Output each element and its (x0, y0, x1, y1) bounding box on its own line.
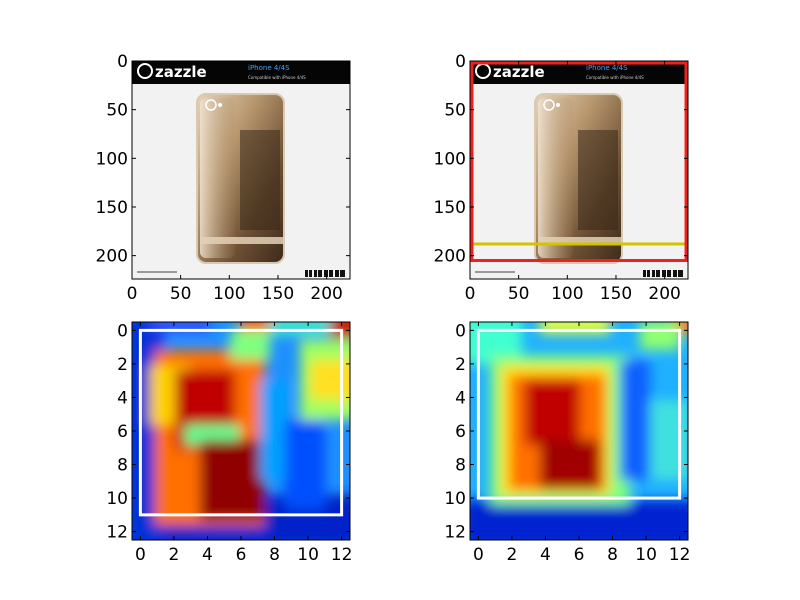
y-tick-label: 200 (434, 247, 466, 267)
y-tick-label: 0 (117, 52, 128, 72)
photo-panel-with-boxes: zazzle iPhone 4/4S Compatible with iPhon… (434, 52, 688, 304)
y-tick-label: 4 (117, 388, 128, 408)
y-tick-label: 100 (96, 149, 128, 169)
x-tick-label: 100 (213, 284, 245, 304)
x-tick-label: 6 (574, 545, 585, 565)
x-tick-label: 4 (540, 545, 551, 565)
x-tick-label: 100 (551, 284, 583, 304)
x-tick-label: 10 (297, 545, 319, 565)
barcode-icon (305, 270, 345, 277)
phone-case-highlight (538, 98, 573, 258)
y-tick-label: 4 (455, 388, 466, 408)
product-photo: zazzle iPhone 4/4S Compatible with iPhon… (132, 61, 350, 279)
y-tick-label: 10 (106, 489, 128, 509)
product-photo: zazzle iPhone 4/4S Compatible with iPhon… (470, 61, 688, 279)
x-tick-label: 2 (507, 545, 518, 565)
brand-text: zazzle (155, 63, 207, 81)
x-tick-label: 12 (331, 545, 353, 565)
phone-case-highlight (200, 98, 235, 258)
product-subtitle: Compatible with iPhone 4/4S (248, 75, 306, 80)
fine-print (475, 271, 515, 273)
camera-flash-icon (218, 103, 222, 107)
y-tick-label: 100 (434, 149, 466, 169)
x-tick-label: 8 (269, 545, 280, 565)
x-tick-label: 10 (635, 545, 657, 565)
x-tick-label: 4 (202, 545, 213, 565)
y-tick-label: 200 (96, 247, 128, 267)
product-subtitle: Compatible with iPhone 4/4S (586, 75, 644, 80)
y-tick-label: 2 (117, 355, 128, 375)
activation-heatmap (462, 314, 700, 548)
x-tick-label: 2 (169, 545, 180, 565)
x-tick-label: 0 (127, 284, 138, 304)
x-tick-label: 200 (310, 284, 342, 304)
x-tick-label: 150 (600, 284, 632, 304)
phone-case-scene (578, 130, 618, 230)
heatmap-panel-left: 0 2 4 6 8 10 12 0 2 4 6 8 10 12 (106, 314, 360, 565)
y-tick-label: 8 (455, 456, 466, 476)
y-tick-label: 6 (117, 422, 128, 442)
y-tick-label: 0 (455, 321, 466, 341)
x-tick-label: 200 (648, 284, 680, 304)
y-tick-label: 12 (106, 523, 128, 543)
y-tick-label: 10 (444, 489, 466, 509)
x-tick-label: 150 (262, 284, 294, 304)
camera-flash-icon (556, 103, 560, 107)
x-tick-label: 50 (508, 284, 530, 304)
x-tick-label: 0 (473, 545, 484, 565)
product-title: iPhone 4/4S (586, 64, 628, 72)
x-tick-label: 50 (170, 284, 192, 304)
y-tick-label: 50 (444, 101, 466, 121)
y-tick-label: 50 (106, 101, 128, 121)
y-tick-label: 2 (455, 355, 466, 375)
x-tick-label: 0 (135, 545, 146, 565)
y-tick-label: 6 (455, 422, 466, 442)
photo-panel-original: zazzle iPhone 4/4S Compatible with iPhon… (96, 52, 350, 304)
product-title: iPhone 4/4S (248, 64, 290, 72)
y-tick-label: 0 (455, 52, 466, 72)
phone-case-scene (240, 130, 280, 230)
y-tick-label: 150 (96, 198, 128, 218)
phone-case-railing (200, 237, 284, 244)
y-tick-label: 0 (117, 321, 128, 341)
x-tick-label: 8 (607, 545, 618, 565)
activation-heatmap (124, 314, 360, 554)
x-tick-label: 12 (669, 545, 691, 565)
y-tick-label: 12 (444, 523, 466, 543)
y-tick-label: 8 (117, 456, 128, 476)
x-tick-label: 6 (236, 545, 247, 565)
y-tick-label: 150 (434, 198, 466, 218)
barcode-icon (643, 270, 683, 277)
brand-text: zazzle (493, 63, 545, 81)
x-tick-label: 0 (465, 284, 476, 304)
fine-print (137, 271, 177, 273)
heatmap-panel-right: 0 2 4 6 8 10 12 0 2 4 6 8 10 12 (444, 314, 700, 565)
